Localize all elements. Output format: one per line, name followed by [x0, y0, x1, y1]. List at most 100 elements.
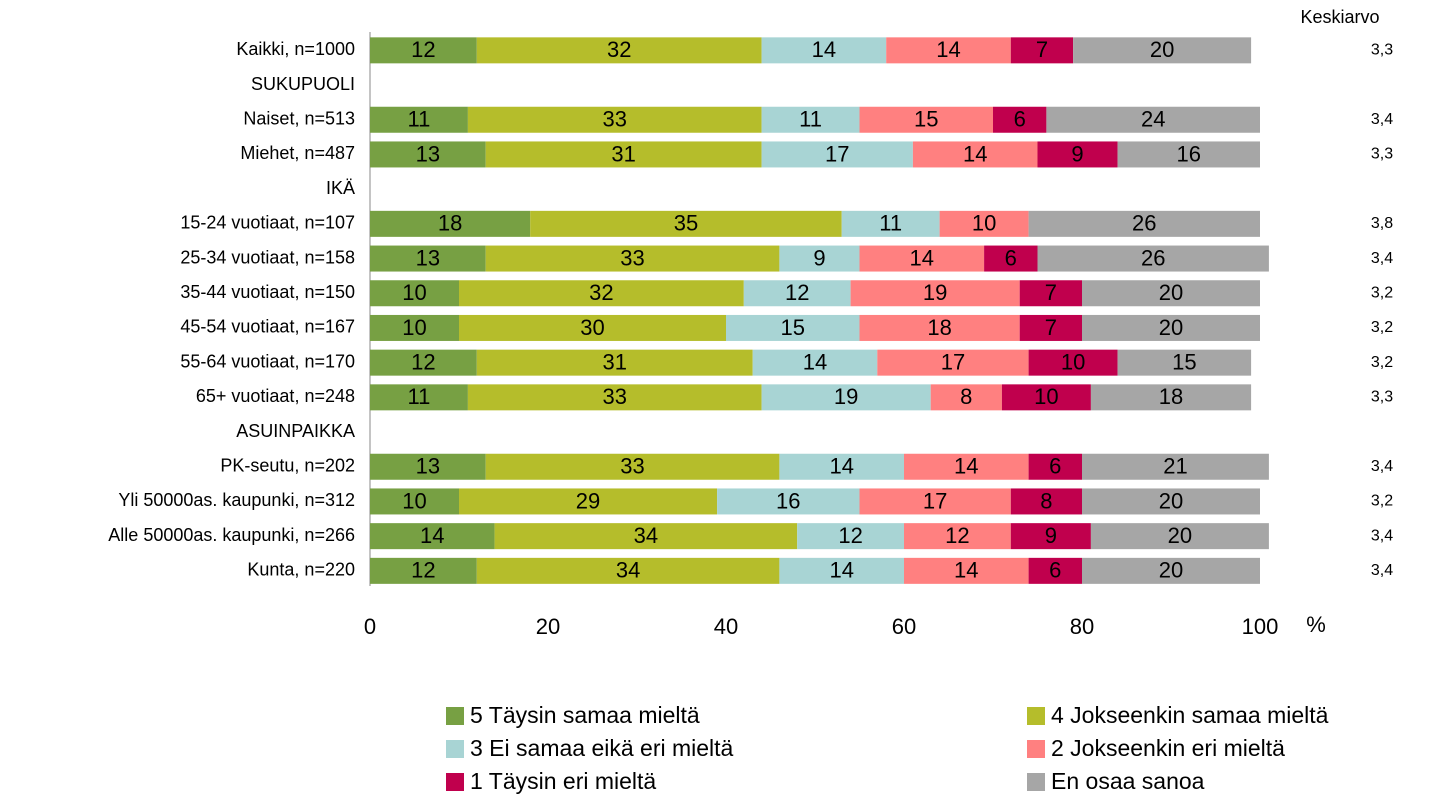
bar-segment: [779, 245, 860, 272]
bar-segment: [1090, 384, 1252, 411]
value-label: 11: [799, 107, 822, 132]
value-label: 6: [1049, 454, 1061, 479]
category-label: 15-24 vuotiaat, n=107: [180, 213, 355, 233]
category-label: PK-seutu, n=202: [220, 456, 355, 476]
value-label: 33: [603, 384, 627, 409]
mean-value: 3,2: [1371, 354, 1393, 371]
value-label: 12: [785, 280, 809, 305]
bar-segment: [930, 384, 1002, 411]
bar-segment: [797, 523, 904, 550]
value-label: 7: [1036, 37, 1048, 62]
legend-swatch: [446, 740, 464, 758]
category-label: IKÄ: [326, 178, 355, 198]
bar-segment: [1028, 557, 1082, 584]
value-label: 32: [607, 37, 631, 62]
value-label: 18: [1159, 384, 1183, 409]
value-label: 7: [1045, 280, 1057, 305]
bar-segment: [1082, 557, 1260, 584]
bar-segment: [370, 106, 468, 133]
value-label: 9: [813, 245, 825, 270]
value-label: 34: [616, 558, 640, 583]
value-label: 13: [416, 141, 440, 166]
bar-segment: [370, 141, 486, 168]
bar-segment: [912, 141, 1038, 168]
mean-value: 3,4: [1371, 527, 1393, 544]
bar-segment: [877, 349, 1029, 376]
value-label: 12: [411, 37, 435, 62]
value-label: 15: [781, 315, 805, 340]
bar-segment: [779, 557, 904, 584]
value-label: 20: [1159, 558, 1183, 583]
bar-segment: [859, 245, 985, 272]
bar-segment: [859, 106, 993, 133]
bar-segment: [743, 280, 851, 307]
bar-segment: [1019, 280, 1082, 307]
bar-segment: [485, 453, 780, 480]
bar-segment: [476, 349, 753, 376]
x-tick-label: 0: [364, 614, 376, 639]
bar-segment: [859, 488, 1011, 515]
value-label: 31: [611, 141, 635, 166]
value-label: 21: [1163, 454, 1187, 479]
value-label: 34: [634, 523, 658, 548]
value-label: 30: [580, 315, 604, 340]
bar-segment: [494, 523, 798, 550]
value-label: 29: [576, 488, 600, 513]
bar-segment: [984, 245, 1038, 272]
bar-segment: [859, 314, 1020, 341]
value-label: 10: [1034, 384, 1058, 409]
value-label: 13: [416, 245, 440, 270]
value-label: 10: [1061, 349, 1085, 374]
mean-value: 3,3: [1371, 389, 1393, 406]
value-label: 7: [1045, 315, 1057, 340]
mean-value: 3,8: [1371, 215, 1393, 232]
value-label: 6: [1049, 558, 1061, 583]
category-label: Miehet, n=487: [240, 143, 355, 163]
bar-segment: [761, 141, 913, 168]
mean-value: 3,3: [1371, 42, 1393, 59]
value-label: 18: [438, 211, 462, 236]
bar-segment: [886, 37, 1011, 64]
bar-segment: [1001, 384, 1091, 411]
bar-segment: [1082, 488, 1260, 515]
value-label: 6: [1005, 245, 1017, 270]
mean-value: 3,4: [1371, 458, 1393, 475]
bar-segment: [904, 523, 1011, 550]
value-label: 33: [620, 245, 644, 270]
value-label: 20: [1159, 280, 1183, 305]
legend-label: 4 Jokseenkin samaa mieltä: [1051, 702, 1329, 728]
category-label: 45-54 vuotiaat, n=167: [180, 317, 355, 337]
legend-label: 2 Jokseenkin eri mieltä: [1051, 735, 1285, 761]
value-label: 20: [1159, 488, 1183, 513]
x-tick-label: 60: [892, 614, 916, 639]
bar-segment: [1090, 523, 1269, 550]
value-label: 35: [674, 211, 698, 236]
value-label: 12: [838, 523, 862, 548]
bar-segment: [1028, 453, 1082, 480]
bar-segment: [476, 37, 762, 64]
legend-label: 3 Ei samaa eikä eri mieltä: [470, 735, 734, 761]
legend-label: 1 Täysin eri mieltä: [470, 768, 656, 794]
bar-segment: [467, 106, 762, 133]
bar-segment: [476, 557, 780, 584]
mean-value: 3,4: [1371, 250, 1393, 267]
value-label: 14: [954, 454, 978, 479]
value-label: 10: [402, 280, 426, 305]
legend-swatch: [1027, 707, 1045, 725]
value-label: 33: [620, 454, 644, 479]
value-label: 9: [1071, 141, 1083, 166]
bar-segment: [370, 523, 495, 550]
value-label: 14: [954, 558, 978, 583]
mean-value: 3,2: [1371, 493, 1393, 510]
value-label: 31: [603, 349, 627, 374]
value-label: 14: [829, 558, 853, 583]
bar-segment: [370, 557, 477, 584]
value-label: 14: [812, 37, 836, 62]
bar-segment: [370, 349, 477, 376]
bar-segment: [459, 314, 726, 341]
bar-segment: [1010, 488, 1082, 515]
value-label: 9: [1045, 523, 1057, 548]
x-tick-label: 40: [714, 614, 738, 639]
value-label: 13: [416, 454, 440, 479]
bar-segment: [1028, 349, 1118, 376]
